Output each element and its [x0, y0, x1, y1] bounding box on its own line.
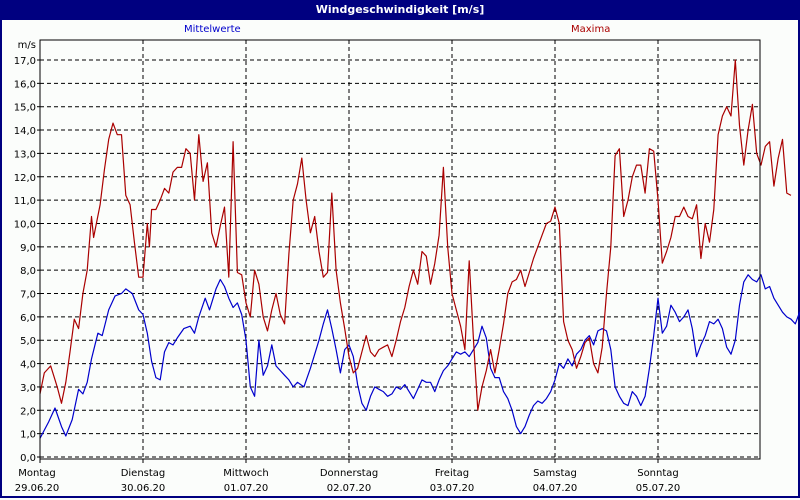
y-tick-label: 13,0: [14, 149, 36, 160]
gridlines: [40, 40, 760, 459]
y-tick-label: 17,0: [14, 56, 36, 67]
series-maxima: [39, 59, 792, 411]
series-mittelwerte: [39, 274, 800, 439]
x-date-label: 03.07.20: [430, 483, 475, 494]
x-date-label: 02.07.20: [327, 483, 372, 494]
y-tick-label: 0,0: [20, 453, 36, 464]
y-tick-label: 15,0: [14, 103, 36, 114]
x-day-label: Donnerstag: [320, 468, 378, 479]
x-day-label: Samstag: [533, 468, 577, 479]
y-tick-label: 4,0: [20, 360, 36, 371]
legend-mittelwerte: Mittelwerte: [184, 24, 241, 35]
x-date-label: 04.07.20: [533, 483, 578, 494]
y-tick-label: 7,0: [20, 290, 36, 301]
y-tick-label: 12,0: [14, 173, 36, 184]
x-date-label: 30.06.20: [121, 483, 166, 494]
y-tick-label: 14,0: [14, 126, 36, 137]
y-tick-label: 3,0: [20, 383, 36, 394]
y-tick-label: 8,0: [20, 266, 36, 277]
y-tick-label: 1,0: [20, 430, 36, 441]
x-day-label: Sonntag: [637, 468, 679, 479]
y-tick-label: 5,0: [20, 336, 36, 347]
x-date-label: 29.06.20: [15, 483, 60, 494]
y-axis: m/s 0,0 1,0 2,0 3,0 4,0 5,0 6,0 7,0 8,0 9,0 10,0 11,…: [14, 40, 40, 464]
x-axis: Montag 29.06.20 Dienstag 30.06.20 Mittwoch 01…: [15, 459, 681, 494]
x-day-label: Mittwoch: [223, 468, 268, 479]
x-day-label: Dienstag: [121, 468, 166, 479]
y-tick-label: 11,0: [14, 196, 36, 207]
y-unit-label: m/s: [18, 40, 36, 51]
x-date-label: 05.07.20: [636, 483, 681, 494]
y-tick-label: 9,0: [20, 243, 36, 254]
y-tick-label: 16,0: [14, 79, 36, 90]
y-tick-label: 10,0: [14, 219, 36, 230]
y-tick-label: 6,0: [20, 313, 36, 324]
y-tick-label: 2,0: [20, 406, 36, 417]
chart-title: Windgeschwindigkeit [m/s]: [0, 0, 800, 20]
x-day-label: Montag: [18, 468, 55, 479]
plot-area-border: [39, 39, 761, 460]
x-date-label: 01.07.20: [224, 483, 269, 494]
series-lines: [39, 59, 800, 439]
x-day-label: Freitag: [435, 468, 469, 479]
legend-maxima: Maxima: [571, 24, 611, 35]
